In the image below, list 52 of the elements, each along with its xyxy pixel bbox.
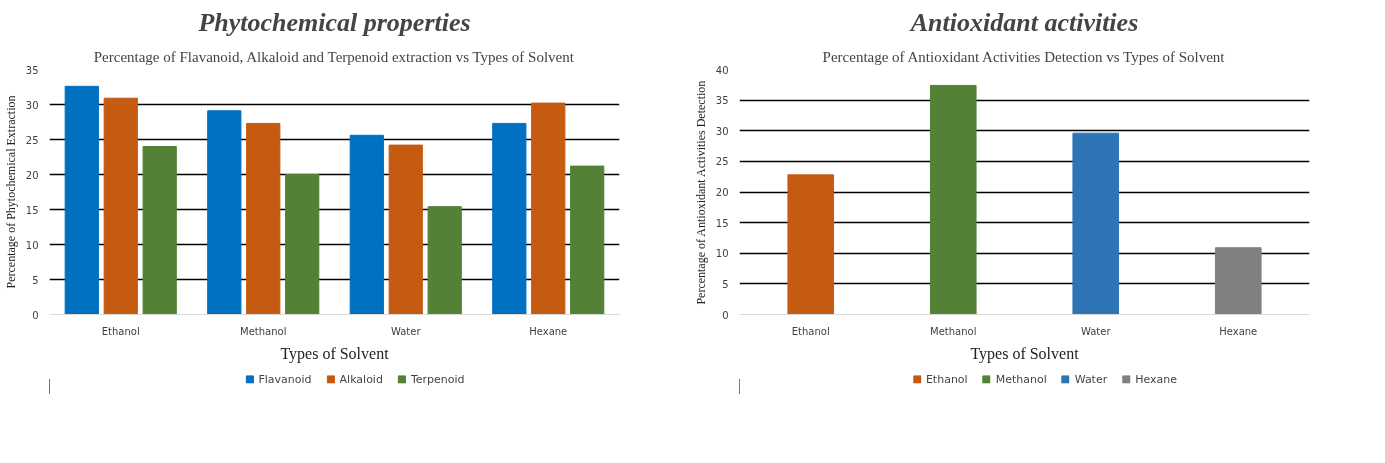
chart-title: Phytochemical properties — [197, 7, 471, 37]
bar — [570, 165, 605, 315]
y-tick-label: 25 — [25, 134, 39, 146]
legend-label: Flavanoid — [258, 372, 312, 386]
y-tick-label: 30 — [715, 125, 729, 137]
legend-label: Ethanol — [925, 372, 968, 386]
chart-title: Antioxidant activities — [908, 7, 1139, 37]
bar — [64, 85, 99, 315]
legend-label: Terpenoid — [410, 372, 465, 386]
x-tick-label: Methanol — [240, 325, 287, 337]
y-axis-title: Percentage of Antioxidant Activities Detection — [693, 80, 708, 305]
y-tick-label: 30 — [25, 99, 39, 111]
y-tick-label: 15 — [715, 217, 729, 229]
x-tick-label: Ethanol — [101, 325, 140, 337]
y-tick-label: 20 — [715, 187, 729, 198]
bar — [349, 134, 384, 315]
x-tick-label: Water — [1080, 325, 1112, 337]
legend-label: Hexane — [1135, 372, 1178, 386]
y-tick-label: 35 — [715, 95, 729, 107]
x-axis-title: Types of Solvent — [280, 344, 390, 363]
y-tick-label: 20 — [25, 169, 39, 181]
x-tick-label: Hexane — [529, 325, 568, 337]
y-tick-label: 25 — [715, 156, 729, 168]
bar — [427, 206, 462, 315]
y-tick-label: 0 — [32, 309, 39, 321]
bar — [531, 102, 566, 315]
y-tick-label: 10 — [715, 248, 729, 260]
x-axis-title: Types of Solvent — [970, 344, 1080, 363]
bar — [207, 110, 242, 315]
y-tick-label: 5 — [32, 274, 39, 286]
bar — [142, 146, 177, 315]
y-axis-title: Percentage of Phytochemical Extraction — [3, 95, 18, 289]
y-tick-label: 40 — [715, 64, 729, 76]
legend-label: Water — [1074, 372, 1108, 386]
bar — [246, 122, 281, 315]
bar — [103, 97, 138, 315]
y-tick-label: 10 — [25, 239, 39, 251]
bar — [492, 122, 527, 315]
y-tick-label: 5 — [722, 278, 729, 290]
legend-label: Methanol — [995, 372, 1047, 386]
legend-label: Alkaloid — [339, 372, 383, 386]
bar — [388, 144, 423, 315]
chart-subtitle: Percentage of Antioxidant Activities Detection vs Types of Solvent — [822, 48, 1226, 65]
x-tick-label: Methanol — [930, 325, 977, 337]
x-tick-label: Water — [390, 325, 422, 337]
y-tick-label: 35 — [25, 64, 39, 76]
y-tick-label: 0 — [722, 309, 729, 321]
chart-subtitle: Percentage of Flavanoid, Alkaloid and Terpenoid extraction vs Types of Solvent — [93, 48, 575, 65]
bar — [285, 174, 320, 315]
x-tick-label: Hexane — [1219, 325, 1258, 337]
y-tick-label: 15 — [25, 204, 39, 216]
x-tick-label: Ethanol — [791, 325, 830, 337]
